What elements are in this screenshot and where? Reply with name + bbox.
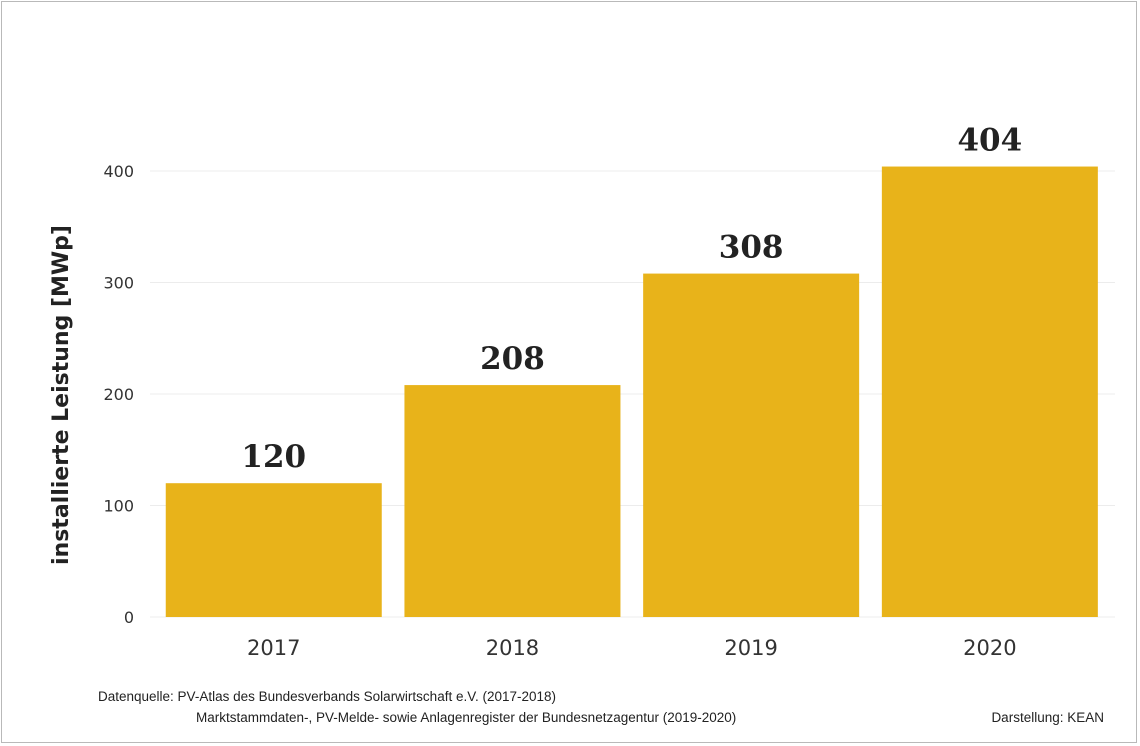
x-tick-label: 2017 bbox=[247, 636, 300, 660]
bar-value-label: 120 bbox=[241, 439, 306, 475]
value-labels: 120 208 308 404 bbox=[241, 123, 1022, 476]
y-tick-label: 100 bbox=[103, 497, 134, 516]
y-tick-label: 0 bbox=[124, 608, 134, 627]
y-tick-label: 300 bbox=[103, 274, 134, 293]
bar-value-label: 308 bbox=[719, 230, 784, 266]
bar-2019 bbox=[643, 273, 860, 617]
source-line-2: Marktstammdaten-, PV-Melde- sowie Anlage… bbox=[196, 710, 736, 725]
x-tick-label: 2019 bbox=[724, 636, 777, 660]
y-axis-ticks: 0 100 200 300 400 bbox=[103, 162, 134, 627]
y-tick-label: 400 bbox=[103, 162, 134, 181]
bar-2017 bbox=[165, 483, 382, 617]
y-axis-title: installierte Leistung [MWp] bbox=[49, 225, 74, 565]
x-tick-label: 2018 bbox=[486, 636, 539, 660]
source-line-1: Datenquelle: PV-Atlas des Bundesverbands… bbox=[98, 689, 556, 704]
credit-text: Darstellung: KEAN bbox=[991, 710, 1104, 725]
bar-value-label: 404 bbox=[957, 123, 1022, 159]
x-axis-ticks: 2017 2018 2019 2020 bbox=[247, 636, 1017, 660]
y-tick-label: 200 bbox=[103, 385, 134, 404]
bars bbox=[165, 166, 1098, 618]
bar-2020 bbox=[881, 166, 1098, 618]
bar-value-label: 208 bbox=[480, 341, 545, 377]
bar-2018 bbox=[404, 385, 621, 617]
x-tick-label: 2020 bbox=[963, 636, 1016, 660]
